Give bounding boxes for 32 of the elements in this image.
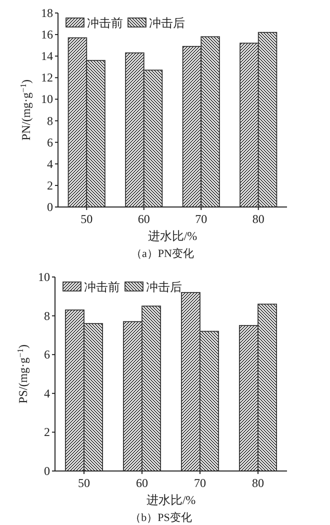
legend-label: 冲击后 [149, 16, 185, 30]
x-tick-label: 80 [252, 476, 264, 490]
y-tick-label: 6 [44, 348, 50, 362]
x-tick-label: 80 [252, 212, 264, 226]
y-tick-label: 10 [41, 92, 53, 106]
y-tick-label: 4 [47, 156, 53, 171]
x-tick-label: 70 [195, 212, 208, 226]
text: （a）PN变化 [131, 247, 194, 260]
y-tick-label: 2 [47, 178, 53, 192]
x-tick-label: 60 [136, 476, 148, 490]
x-tick-label: 60 [138, 212, 150, 226]
y-tick-label: 8 [44, 308, 50, 323]
x-tick-label: 50 [78, 476, 90, 490]
y-tick-label: 0 [44, 464, 50, 478]
legend-label: 冲击前 [87, 16, 123, 30]
legend-label: 冲击后 [146, 280, 182, 294]
x-tick-label: 70 [194, 476, 206, 490]
y-tick-label: 8 [47, 114, 53, 128]
x-axis-title: 进水比/% [148, 229, 198, 243]
x-axis-title: 进水比/% [146, 493, 196, 507]
legend-label: 冲击前 [84, 280, 120, 294]
text: （b）PS变化 [130, 511, 192, 524]
y-tick-label: 12 [41, 70, 53, 85]
y-tick-label: 14 [41, 49, 53, 64]
x-tick-label: 50 [80, 212, 93, 226]
y-tick-label: 16 [41, 28, 53, 42]
y-tick-label: 10 [38, 270, 50, 284]
y-tick-label: 6 [47, 135, 53, 150]
y-tick-label: 2 [44, 425, 50, 440]
y-tick-label: 4 [44, 386, 50, 400]
y-tick-label: 0 [47, 200, 53, 214]
y-tick-label: 18 [41, 6, 53, 20]
